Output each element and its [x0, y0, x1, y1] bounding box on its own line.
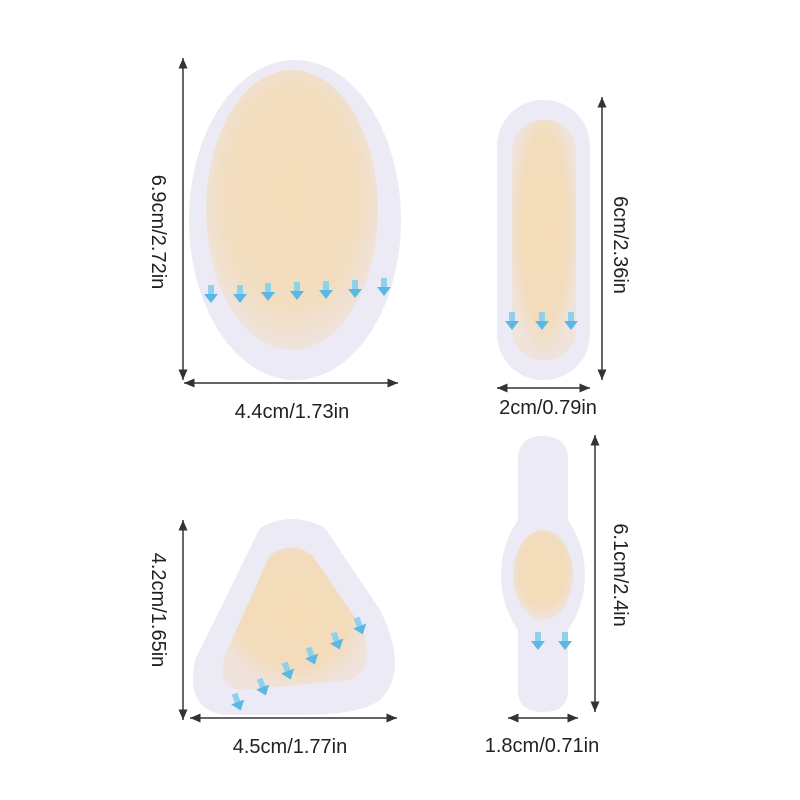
- oval-height-label: 6.9cm/2.72in: [147, 175, 169, 290]
- dogbone-patch: [501, 436, 585, 712]
- dogbone-width-label: 1.8cm/0.71in: [485, 735, 600, 757]
- rectangle-height-label: 6cm/2.36in: [609, 196, 631, 294]
- triangle-patch: [193, 519, 395, 715]
- triangle-width-label: 4.5cm/1.77in: [233, 736, 348, 758]
- triangle-height-label: 4.2cm/1.65in: [147, 553, 169, 668]
- dogbone-height-label: 6.1cm/2.4in: [609, 523, 631, 626]
- rectangle-patch: [497, 100, 590, 380]
- oval-patch: [189, 60, 401, 380]
- oval-width-label: 4.4cm/1.73in: [235, 401, 350, 423]
- rectangle-width-label: 2cm/0.79in: [499, 397, 597, 419]
